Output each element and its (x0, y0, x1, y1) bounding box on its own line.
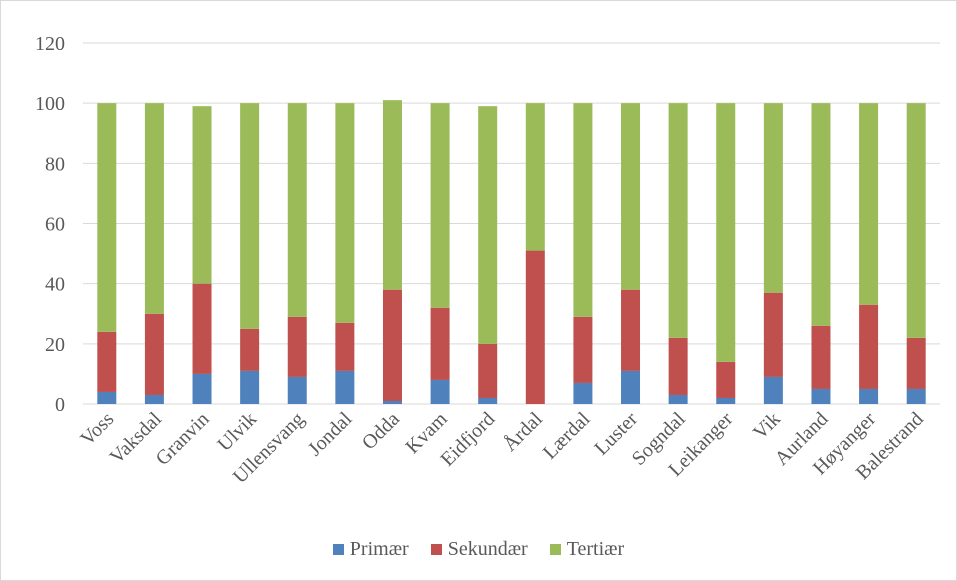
bar-segment (97, 391, 117, 404)
bar-segment (525, 250, 545, 404)
bar-segment (240, 103, 260, 329)
bar-segment (906, 337, 926, 389)
bar-segment (763, 376, 783, 404)
bar-segment (668, 394, 688, 404)
bar-segment (240, 370, 260, 404)
bar-segment (811, 388, 831, 404)
x-category-label: Eidfjord (437, 408, 500, 471)
bar-segment (144, 313, 164, 395)
x-category-label: Jondal (304, 408, 357, 461)
legend-label: Primær (349, 538, 409, 560)
legend-label: Sekundær (447, 538, 528, 560)
bar-segment (716, 361, 736, 398)
bar-segment (906, 103, 926, 338)
bar-segment (240, 328, 260, 371)
y-tick-label: 60 (45, 214, 65, 236)
x-category-label: Lærdal (539, 408, 595, 464)
x-category-label: Granvin (152, 408, 214, 470)
y-tick-label: 40 (45, 274, 65, 296)
bar-segment (525, 103, 545, 251)
bar-segment (144, 103, 164, 314)
legend-swatch (332, 544, 344, 555)
bar-segment (668, 337, 688, 395)
bar-segment (859, 304, 879, 389)
bar-segment (668, 103, 688, 338)
bar-segment (811, 103, 831, 326)
bar-segment (621, 370, 641, 404)
bar-segment (573, 103, 593, 317)
bar-segment (430, 307, 450, 380)
y-tick-label: 80 (45, 153, 65, 175)
bar-segment (192, 373, 212, 404)
x-category-label: Odda (358, 408, 404, 454)
gridlines (83, 42, 940, 405)
bar-segment (382, 100, 402, 290)
legend-item: Sekundær (430, 538, 528, 561)
bar-segment (478, 106, 498, 344)
bar-segment (716, 103, 736, 362)
bar-segment (97, 331, 117, 392)
bar-segment (287, 103, 307, 317)
bar-segment (763, 292, 783, 377)
bar-segment (859, 388, 879, 404)
y-tick-label: 120 (35, 33, 65, 55)
legend-swatch (549, 544, 561, 555)
bar-segment (573, 382, 593, 404)
bar-segment (287, 316, 307, 377)
y-tick-label: 0 (55, 394, 65, 416)
legend: Primær Sekundær Tertiær (0, 538, 957, 561)
y-axis-ticks: 0 20 40 60 80 100 120 (35, 33, 65, 416)
bar-segment (478, 397, 498, 404)
bar-segment (382, 289, 402, 401)
x-category-label: Vik (749, 408, 785, 444)
bar-segment (573, 316, 593, 383)
y-tick-label: 20 (45, 334, 65, 356)
bar-segment (287, 376, 307, 404)
legend-label: Tertiær (566, 538, 625, 560)
bar-segment (335, 322, 355, 371)
bar-segment (192, 283, 212, 374)
x-category-label: Voss (76, 408, 118, 450)
bars (97, 100, 926, 404)
legend-swatch (430, 544, 442, 555)
bar-segment (430, 379, 450, 404)
legend-item: Primær (332, 538, 409, 561)
bar-segment (716, 397, 736, 404)
bar-segment (192, 106, 212, 284)
bar-segment (621, 103, 641, 290)
bar-segment (763, 103, 783, 293)
bar-segment (811, 325, 831, 389)
bar-segment (335, 103, 355, 323)
bar-segment (382, 400, 402, 404)
bar-segment (478, 343, 498, 398)
bar-segment (144, 394, 164, 404)
bar-segment (859, 103, 879, 305)
bar-segment (430, 103, 450, 308)
legend-item: Tertiær (549, 538, 625, 561)
bar-segment (906, 388, 926, 404)
bar-segment (97, 103, 117, 332)
bar-segment (621, 289, 641, 371)
bar-segment (335, 370, 355, 404)
y-tick-label: 100 (35, 93, 65, 115)
